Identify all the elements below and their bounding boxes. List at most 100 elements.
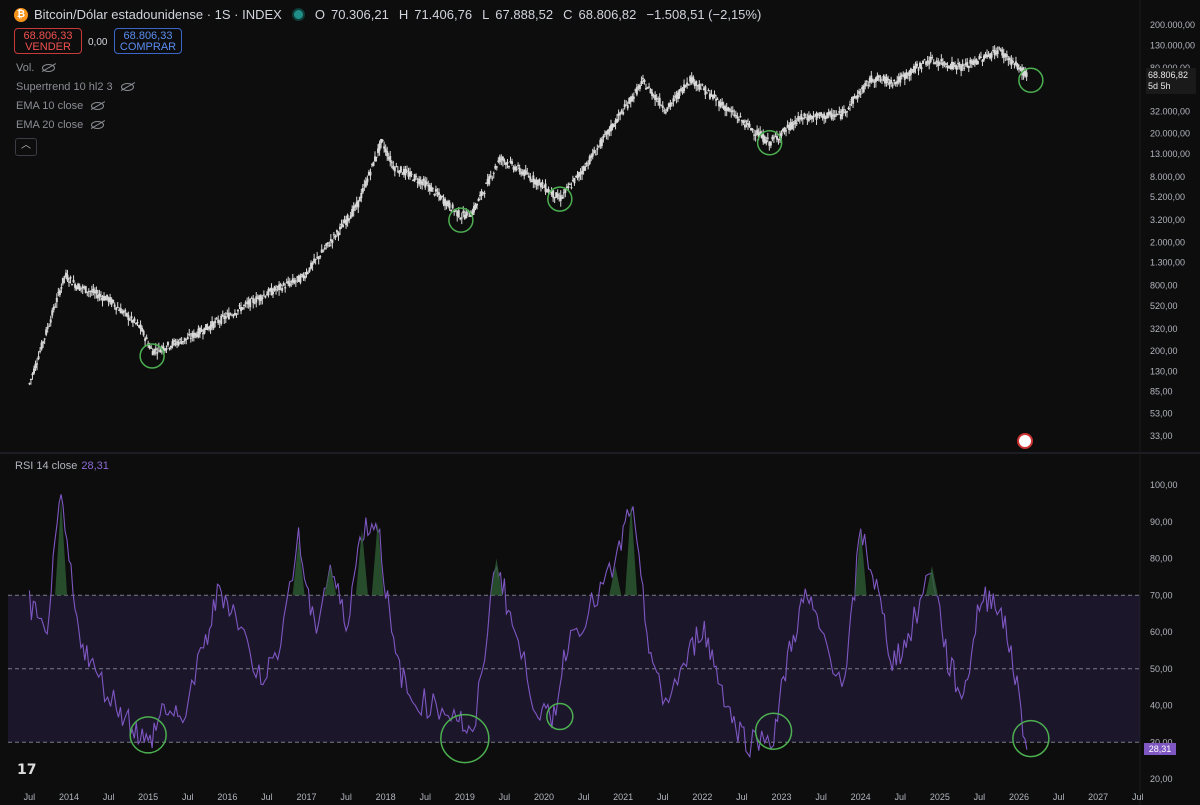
candle-body xyxy=(413,174,416,181)
candle-body xyxy=(198,327,201,334)
candle-body xyxy=(645,88,648,90)
candle-body xyxy=(440,195,443,197)
candle-body xyxy=(801,117,804,120)
candle-body xyxy=(58,290,61,296)
symbol-title[interactable]: Bitcoin/Dólar estadounidense · 1S · INDE… xyxy=(34,7,282,22)
candle-body xyxy=(468,215,471,217)
candle-body xyxy=(928,61,931,65)
candle-body xyxy=(561,196,564,199)
bottom-marker-circle xyxy=(448,207,474,233)
indicator-supertrend[interactable]: Supertrend 10 hl2 3 xyxy=(16,81,134,93)
rsi-legend[interactable]: RSI 14 close 28,31 xyxy=(15,460,109,472)
candle-body xyxy=(236,309,239,312)
tradingview-logo[interactable]: 𝟭𝟳 xyxy=(17,762,37,778)
candle-body xyxy=(77,283,80,290)
candle-body xyxy=(159,349,162,353)
candle-body xyxy=(128,319,131,321)
candle-body xyxy=(214,320,217,323)
candle-body xyxy=(521,171,524,175)
candle-body xyxy=(337,232,340,236)
candle-body xyxy=(721,101,724,106)
candle-body xyxy=(538,179,541,182)
candle-body xyxy=(78,285,81,291)
candle-body xyxy=(632,96,635,99)
candle-body xyxy=(728,108,731,111)
candle-body xyxy=(454,209,457,211)
candle-body xyxy=(497,160,500,162)
candle-body xyxy=(61,277,64,284)
candle-body xyxy=(430,186,433,192)
candle-body xyxy=(969,59,972,64)
candle-body xyxy=(142,330,145,336)
candle-body xyxy=(314,258,317,260)
candle-body xyxy=(923,59,926,61)
candle-body xyxy=(476,203,479,206)
rsi-tick-label: 40,00 xyxy=(1150,701,1173,711)
candle-body xyxy=(437,192,440,196)
us-flag-icon[interactable] xyxy=(1017,433,1033,449)
candle-body xyxy=(759,131,762,136)
candle-body xyxy=(500,158,503,160)
candle-body xyxy=(517,165,520,167)
indicator-ema20[interactable]: EMA 20 close xyxy=(16,119,105,131)
candle-body xyxy=(316,256,319,258)
candle-body xyxy=(541,182,544,185)
candle-body xyxy=(99,295,102,297)
candle-body xyxy=(380,139,383,144)
candle-body xyxy=(179,338,182,340)
candle-body xyxy=(474,204,477,209)
eye-off-icon[interactable] xyxy=(42,64,56,72)
candle-body xyxy=(909,68,912,75)
candle-body xyxy=(672,98,675,102)
candle-body xyxy=(456,210,459,217)
candle-body xyxy=(663,110,666,112)
eye-off-icon[interactable] xyxy=(91,121,105,129)
candle-body xyxy=(873,81,876,83)
eye-off-icon[interactable] xyxy=(91,102,105,110)
candle-body xyxy=(80,287,83,289)
buy-button[interactable]: 68.806,33 COMPRAR xyxy=(114,28,182,54)
candle-body xyxy=(614,120,617,124)
eye-off-icon[interactable] xyxy=(120,83,134,91)
price-tick-label: 5.200,00 xyxy=(1150,192,1185,202)
candle-body xyxy=(879,79,882,81)
price-tick-label: 520,00 xyxy=(1150,301,1178,311)
price-tick-label: 3.200,00 xyxy=(1150,215,1185,225)
candle-body xyxy=(486,178,489,185)
candle-body xyxy=(457,210,460,217)
candle-body xyxy=(57,291,60,293)
collapse-indicators-button[interactable]: ︿ xyxy=(15,138,37,156)
last-price-tag: 68.806,82 5d 5h xyxy=(1146,68,1196,94)
candle-body xyxy=(765,140,768,144)
candle-body xyxy=(616,119,619,123)
candle-body xyxy=(103,295,106,301)
ohlc-close: 68.806,82 xyxy=(578,7,637,22)
indicator-ema10[interactable]: EMA 10 close xyxy=(16,100,105,112)
candle-body xyxy=(745,120,748,122)
candle-body xyxy=(165,348,168,350)
indicator-volume[interactable]: Vol. xyxy=(16,62,56,74)
candle-body xyxy=(926,60,929,63)
candle-body xyxy=(343,219,346,224)
price-tick-label: 320,00 xyxy=(1150,324,1178,334)
candle-body xyxy=(325,243,328,246)
candle-body xyxy=(855,96,858,98)
candle-body xyxy=(830,113,833,120)
candle-body xyxy=(272,291,275,295)
ohlc-open: 70.306,21 xyxy=(330,7,389,22)
candle-body xyxy=(853,96,856,99)
candle-body xyxy=(361,188,364,193)
candle-body xyxy=(156,352,159,354)
candle-body xyxy=(416,181,419,183)
candle-body xyxy=(786,124,789,128)
sell-button[interactable]: 68.806,33 VENDER xyxy=(14,28,82,54)
candle-body xyxy=(153,349,156,354)
candle-body xyxy=(290,280,293,283)
price-tick-label: 20.000,00 xyxy=(1150,129,1190,139)
candle-body xyxy=(943,61,946,63)
candle-body xyxy=(506,162,509,164)
candle-body xyxy=(267,289,270,296)
candle-body xyxy=(564,189,567,193)
candle-body xyxy=(547,188,550,192)
